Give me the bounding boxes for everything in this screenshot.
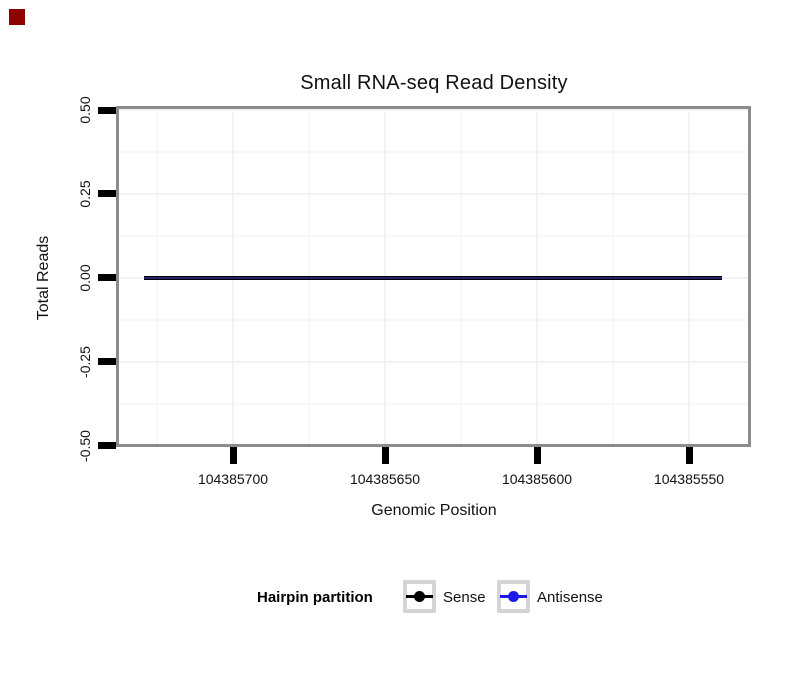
x-tick-mark [381, 447, 389, 464]
antisense-point-icon [508, 591, 519, 602]
plot-panel [116, 106, 751, 447]
legend-title: Hairpin partition [257, 589, 373, 606]
y-tick-mark [98, 190, 116, 197]
red-marker-square [9, 9, 25, 25]
y-tick-label: 0.00 [77, 263, 93, 292]
y-gridline-minor [119, 234, 748, 237]
legend-key-antisense [497, 580, 530, 613]
x-tick-label: 104385550 [653, 471, 725, 487]
y-gridline-minor [119, 150, 748, 153]
legend-label-sense: Sense [443, 589, 486, 606]
y-tick-label: -0.25 [77, 345, 93, 378]
x-tick-label: 104385700 [197, 471, 269, 487]
y-axis-title: Total Reads [35, 235, 52, 321]
legend-label-antisense: Antisense [537, 589, 603, 606]
y-tick-mark [98, 358, 116, 365]
y-gridline-minor [119, 402, 748, 405]
chart-title: Small RNA-seq Read Density [300, 72, 568, 94]
y-gridline-major [119, 360, 748, 363]
x-tick-mark [685, 447, 693, 464]
x-tick-mark [533, 447, 541, 464]
y-tick-label: -0.50 [77, 429, 93, 462]
x-axis-title: Genomic Position [371, 502, 497, 519]
x-tick-label: 104385650 [349, 471, 421, 487]
y-gridline-major [119, 192, 748, 195]
legend-key-sense [403, 580, 436, 613]
y-gridline-minor [119, 318, 748, 321]
y-tick-label: 0.50 [77, 96, 93, 124]
y-gridline-major [119, 109, 748, 111]
y-gridline-major [119, 445, 748, 447]
x-tick-label: 104385600 [501, 471, 573, 487]
y-tick-mark [98, 442, 116, 449]
sense-antisense-zero-line [144, 276, 722, 280]
y-tick-mark [98, 274, 116, 281]
antisense-line-core [144, 277, 722, 279]
sense-point-icon [414, 591, 425, 602]
y-tick-mark [98, 106, 116, 114]
y-tick-label: 0.25 [77, 179, 93, 208]
x-tick-mark [229, 447, 237, 464]
